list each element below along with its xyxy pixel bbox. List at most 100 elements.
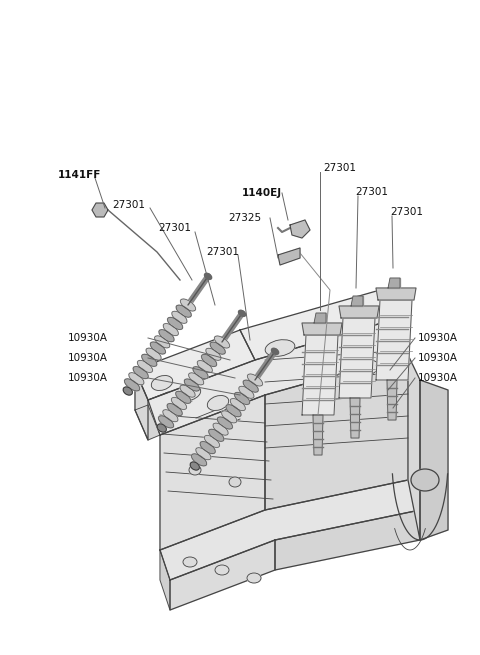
Text: 10930A: 10930A	[418, 353, 458, 363]
Polygon shape	[160, 480, 420, 580]
Ellipse shape	[142, 354, 157, 366]
Polygon shape	[135, 405, 160, 440]
Ellipse shape	[349, 360, 379, 377]
Ellipse shape	[163, 324, 179, 335]
Text: 10930A: 10930A	[68, 353, 108, 363]
Ellipse shape	[229, 477, 241, 487]
Ellipse shape	[202, 354, 216, 366]
Text: 27301: 27301	[390, 207, 423, 217]
Polygon shape	[170, 540, 275, 610]
Polygon shape	[351, 296, 363, 306]
Text: 27301: 27301	[206, 247, 239, 257]
Polygon shape	[302, 335, 338, 415]
Ellipse shape	[176, 391, 191, 403]
Polygon shape	[376, 300, 412, 380]
Polygon shape	[135, 330, 255, 400]
Polygon shape	[387, 380, 397, 420]
Polygon shape	[148, 320, 408, 435]
Polygon shape	[339, 318, 375, 398]
Polygon shape	[420, 380, 448, 540]
Polygon shape	[160, 395, 265, 550]
Ellipse shape	[204, 436, 219, 447]
Ellipse shape	[157, 424, 167, 432]
Ellipse shape	[272, 348, 279, 354]
Ellipse shape	[137, 360, 153, 373]
Text: 27301: 27301	[355, 187, 388, 197]
Ellipse shape	[158, 416, 174, 428]
Ellipse shape	[230, 398, 245, 411]
Text: 10930A: 10930A	[68, 333, 108, 343]
Ellipse shape	[168, 318, 183, 329]
Ellipse shape	[155, 336, 170, 348]
Ellipse shape	[123, 387, 132, 395]
Ellipse shape	[124, 379, 140, 391]
Polygon shape	[240, 290, 392, 360]
Polygon shape	[314, 313, 326, 323]
Ellipse shape	[239, 386, 254, 398]
Ellipse shape	[180, 385, 195, 397]
Ellipse shape	[176, 305, 191, 317]
Ellipse shape	[210, 342, 225, 354]
Polygon shape	[376, 288, 416, 300]
Ellipse shape	[189, 465, 201, 475]
Ellipse shape	[180, 386, 201, 400]
Ellipse shape	[171, 398, 187, 409]
Text: 1140EJ: 1140EJ	[242, 188, 282, 198]
Ellipse shape	[180, 299, 195, 311]
Text: 10930A: 10930A	[418, 373, 458, 383]
Polygon shape	[313, 415, 323, 455]
Ellipse shape	[207, 396, 228, 411]
Ellipse shape	[167, 403, 182, 416]
Ellipse shape	[189, 373, 204, 385]
Text: 27301: 27301	[112, 200, 145, 210]
Text: 27325: 27325	[228, 213, 261, 223]
Ellipse shape	[133, 367, 148, 379]
Ellipse shape	[411, 469, 439, 491]
Polygon shape	[92, 203, 108, 217]
Polygon shape	[388, 278, 400, 288]
Ellipse shape	[206, 348, 221, 360]
Polygon shape	[339, 306, 379, 318]
Ellipse shape	[172, 311, 187, 324]
Ellipse shape	[247, 374, 263, 386]
Ellipse shape	[265, 340, 295, 356]
Text: 27301: 27301	[323, 163, 356, 173]
Ellipse shape	[247, 573, 261, 583]
Ellipse shape	[307, 350, 337, 366]
Text: 10930A: 10930A	[418, 333, 458, 343]
Polygon shape	[265, 355, 408, 510]
Ellipse shape	[151, 375, 173, 390]
Polygon shape	[302, 323, 342, 335]
Ellipse shape	[239, 310, 246, 316]
Ellipse shape	[215, 336, 229, 348]
Ellipse shape	[196, 448, 211, 460]
Ellipse shape	[183, 557, 197, 567]
Ellipse shape	[200, 441, 215, 454]
Ellipse shape	[217, 417, 232, 429]
Ellipse shape	[222, 411, 237, 423]
Polygon shape	[135, 370, 148, 440]
Ellipse shape	[159, 329, 174, 342]
Polygon shape	[350, 398, 360, 438]
Ellipse shape	[190, 462, 199, 470]
Polygon shape	[275, 510, 420, 570]
Text: 10930A: 10930A	[68, 373, 108, 383]
Ellipse shape	[209, 429, 224, 441]
Text: 27301: 27301	[158, 223, 191, 233]
Ellipse shape	[150, 342, 166, 354]
Ellipse shape	[243, 380, 258, 392]
Ellipse shape	[184, 379, 200, 391]
Polygon shape	[408, 355, 420, 540]
Ellipse shape	[215, 565, 229, 575]
Ellipse shape	[213, 423, 228, 435]
Ellipse shape	[197, 360, 212, 373]
Polygon shape	[278, 248, 300, 265]
Ellipse shape	[193, 367, 208, 379]
Ellipse shape	[163, 410, 178, 422]
Polygon shape	[290, 220, 310, 238]
Ellipse shape	[226, 405, 241, 417]
Ellipse shape	[192, 454, 207, 466]
Ellipse shape	[129, 373, 144, 384]
Ellipse shape	[235, 392, 250, 404]
Ellipse shape	[204, 273, 212, 280]
